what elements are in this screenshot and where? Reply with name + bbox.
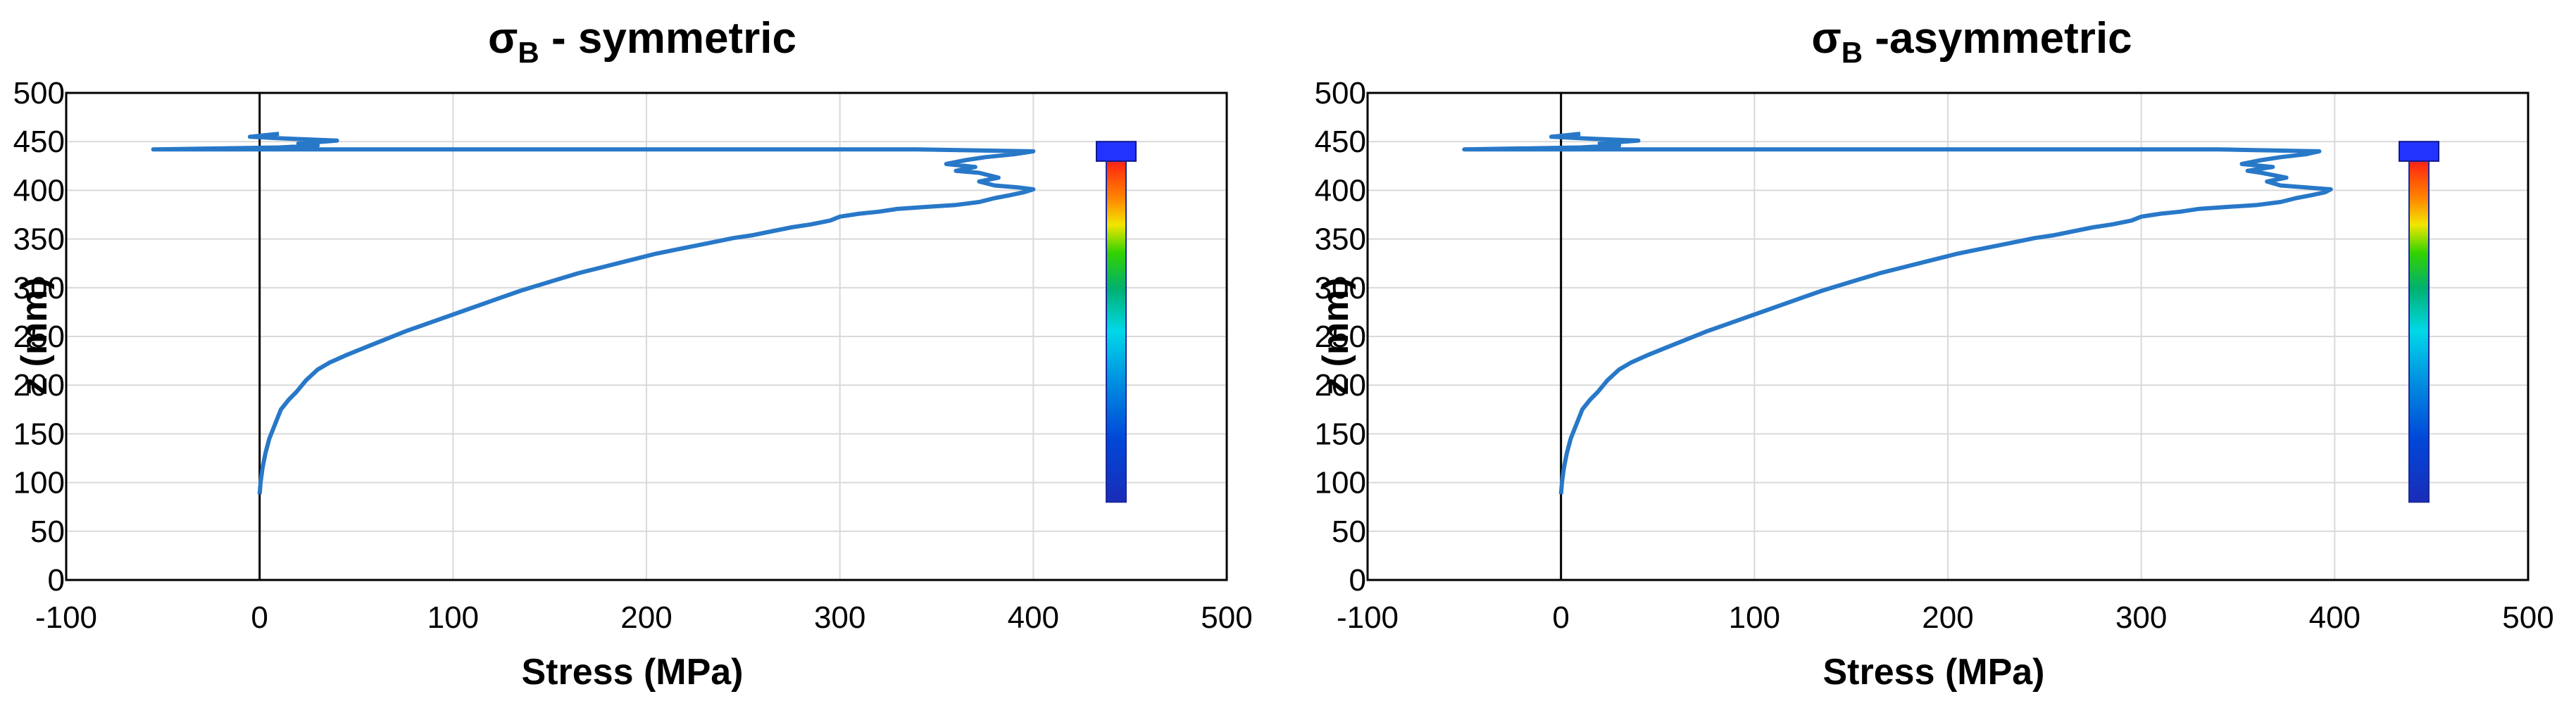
y-tick-label: 300 [1315,271,1366,305]
title-subscript: B [518,36,539,69]
beam-contour-inset [2399,141,2439,503]
x-tick-label: 200 [1922,600,1973,635]
title-symbol: σ [488,14,518,63]
title-text: -asymmetric [1863,14,2132,63]
y-tick-label: 150 [1315,417,1366,451]
chart-asymmetric: σB -asymmetric 0 50 100 150 200 250 300 350 400 4… [1315,14,2554,693]
x-tick-label: -100 [35,600,97,635]
y-tick-labels: 0 50 100 150 200 250 300 350 400 450 500 [13,76,65,598]
y-tick-label: 500 [13,76,65,111]
y-tick-labels: 0 50 100 150 200 250 300 350 400 450 500 [1315,76,1366,598]
beam-column [1106,146,1127,503]
x-tick-label: 100 [427,600,479,635]
y-tick-label: 50 [1332,515,1366,549]
y-tick-label: 400 [13,173,65,208]
y-axis-title: z (mm) [1315,277,1356,396]
x-tick-labels: -100 0 100 200 300 400 500 [35,600,1253,635]
y-tick-label: 0 [1349,563,1366,598]
x-tick-label: 300 [2115,600,2167,635]
y-tick-label: 500 [1315,76,1366,111]
gridlines [65,92,1227,581]
plot-frame [65,92,1228,581]
x-tick-label: 500 [2502,600,2553,635]
gridlines [1367,92,2529,581]
y-tick-label: 400 [1315,173,1366,208]
chart-symmetric: σB - symmetric 0 50 100 150 200 250 300 350 400 4… [13,14,1253,693]
y-tick-label: 300 [13,271,65,305]
x-tick-label: 0 [1552,600,1569,635]
y-tick-label: 100 [1315,466,1366,500]
y-tick-label: 200 [1315,368,1366,403]
beam-contour-inset [1096,141,1137,503]
chart-title: σB - symmetric [488,14,796,69]
series-line [1462,132,2333,495]
beam-column [2408,146,2430,503]
beam-cap [2399,141,2439,162]
y-tick-label: 350 [1315,222,1366,257]
y-tick-label: 100 [13,466,65,500]
x-axis-title: Stress (MPa) [1823,652,2045,693]
x-tick-label: 0 [251,600,268,635]
x-tick-label: 500 [1201,600,1252,635]
y-tick-label: 50 [30,515,65,549]
y-tick-label: 350 [13,222,65,257]
y-tick-label: 150 [13,417,65,451]
x-tick-label: 200 [620,600,672,635]
x-tick-labels: -100 0 100 200 300 400 500 [1337,600,2554,635]
y-axis-title: z (mm) [14,277,55,396]
y-tick-label: 250 [1315,320,1366,354]
title-symbol: σ [1811,14,1841,63]
beam-cap [1096,141,1137,162]
y-tick-label: 450 [13,125,65,159]
x-tick-label: 100 [1729,600,1780,635]
x-tick-label: 300 [814,600,865,635]
x-tick-label: 400 [2309,600,2361,635]
y-tick-label: 450 [1315,125,1366,159]
y-tick-label: 200 [13,368,65,403]
title-text: - symmetric [539,14,796,63]
chart-title: σB -asymmetric [1811,14,2132,69]
x-tick-label: -100 [1337,600,1399,635]
y-tick-label: 250 [13,320,65,354]
title-subscript: B [1842,36,1863,69]
x-tick-label: 400 [1008,600,1059,635]
plot-frame [1366,92,2530,581]
series-line [151,132,1036,495]
x-axis-title: Stress (MPa) [522,652,744,693]
y-tick-label: 0 [48,563,65,598]
